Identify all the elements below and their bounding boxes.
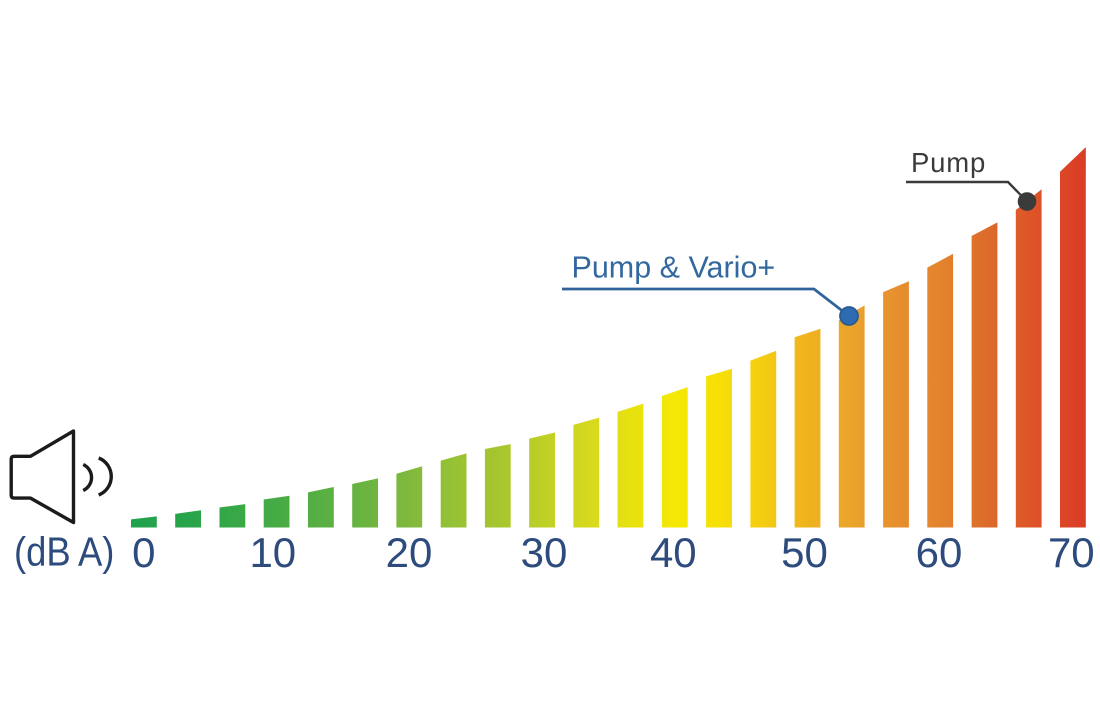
svg-text:0: 0 bbox=[132, 529, 155, 576]
svg-text:70: 70 bbox=[1048, 529, 1095, 576]
svg-text:Pump: Pump bbox=[911, 147, 986, 178]
svg-text:60: 60 bbox=[916, 529, 963, 576]
svg-text:50: 50 bbox=[781, 529, 828, 576]
svg-text:20: 20 bbox=[386, 529, 433, 576]
svg-text:30: 30 bbox=[521, 529, 568, 576]
svg-text:40: 40 bbox=[650, 529, 697, 576]
svg-text:Pump & Vario+: Pump & Vario+ bbox=[572, 251, 776, 285]
svg-text:10: 10 bbox=[249, 529, 296, 576]
svg-text:(dB A): (dB A) bbox=[14, 530, 114, 575]
